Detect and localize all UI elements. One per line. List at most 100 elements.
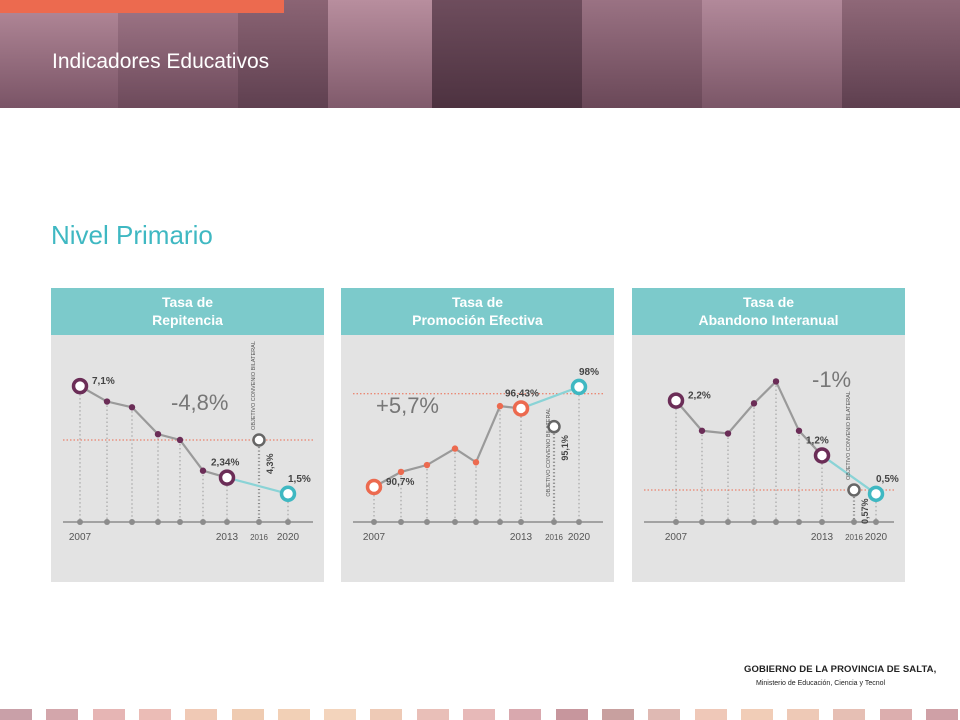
axis-dot [424, 519, 430, 525]
tick-label: 2016 [545, 533, 563, 542]
axis-dot [518, 519, 524, 525]
axis-dot [576, 519, 582, 525]
axis-dot [796, 519, 802, 525]
axis-dot [673, 519, 679, 525]
chart-panel-header: Tasa de Promoción Efectiva [341, 288, 614, 335]
data-point [795, 427, 803, 434]
stripe-square [926, 709, 958, 720]
tick-label: 2016 [845, 533, 863, 542]
end-point [570, 378, 588, 396]
end-point [867, 485, 885, 503]
header-photo-4 [328, 0, 432, 108]
tick-label: 2007 [665, 532, 688, 543]
stripe-square [601, 709, 634, 720]
data-point [698, 427, 706, 434]
label-2013: 96,43% [505, 388, 539, 399]
stripe-square [740, 709, 773, 720]
axis-dot [256, 519, 262, 525]
stripe-square [694, 709, 727, 720]
stripe-square [92, 709, 125, 720]
data-point [154, 430, 162, 438]
point-2013 [218, 469, 236, 486]
tick-label: 2016 [250, 533, 268, 542]
stripe-square [787, 709, 820, 720]
axis-dot [725, 519, 731, 525]
start-point [365, 478, 383, 496]
header-photo-3 [238, 0, 328, 108]
start-label: 90,7% [386, 477, 414, 488]
header-photo-5 [432, 0, 582, 108]
stripe-square [879, 709, 912, 720]
chart-panel-header: Tasa de Repitencia [51, 288, 324, 335]
data-point [176, 436, 184, 444]
data-point [451, 445, 459, 452]
series-line [373, 404, 522, 488]
stripe-square [509, 709, 542, 720]
axis-dot [129, 519, 135, 525]
tick-label: 2020 [568, 532, 591, 543]
stripe-square [416, 709, 449, 720]
axis-dot [224, 519, 230, 525]
header-photo-6 [582, 0, 702, 108]
footer-org: GOBIERNO DE LA PROVINCIA DE SALTA, [744, 664, 937, 675]
stripe-square [833, 709, 866, 720]
tick-label: 2013 [510, 532, 533, 543]
axis-dot [473, 519, 479, 525]
chart-title-line2: Promoción Efectiva [412, 312, 543, 328]
tick-label: 2020 [277, 532, 300, 543]
point-2013 [512, 400, 530, 417]
projection-line [821, 454, 877, 495]
axis-dot [77, 519, 83, 525]
change-label: -4,8% [171, 390, 228, 415]
axis-dot [398, 519, 404, 525]
target-note: OBJETIVO CONVENIO BILATERAL [251, 341, 257, 430]
stripe-square [370, 709, 403, 720]
stripe-square [138, 709, 171, 720]
axis-dot [200, 519, 206, 525]
axis-dot [773, 519, 779, 525]
start-point [71, 377, 89, 395]
stripe-square [0, 709, 32, 720]
data-point [199, 467, 207, 474]
target-label: 0,57% [860, 498, 870, 524]
chart-panel-abandono: Tasa de Abandono Interanual 2,2% 1,2% 0,5%… [632, 288, 905, 582]
target-point [252, 433, 266, 447]
axis-dot [155, 519, 161, 525]
projection-line [520, 385, 580, 410]
target-note: OBJETIVO CONVENIO BILATERAL [546, 408, 552, 497]
chart-title-line2: Abandono Interanual [698, 312, 839, 328]
data-point [496, 402, 504, 410]
axis-dot [751, 519, 757, 525]
axis-dot [104, 519, 110, 525]
chart-title-line2: Repitencia [152, 312, 223, 328]
start-point [667, 392, 685, 409]
chart-title-line1: Tasa de [742, 294, 795, 310]
header-photo-2 [118, 0, 238, 108]
point-2013 [813, 447, 831, 464]
target-note: OBJETIVO CONVENIO BILATERAL [846, 391, 852, 480]
change-label: -1% [812, 367, 851, 392]
section-title: Nivel Primario [51, 220, 213, 250]
footer-ministry: Ministerio de Educación, Ciencia y Tecno… [756, 680, 886, 687]
header-photo-8 [842, 0, 960, 108]
data-point [128, 404, 136, 411]
target-point [547, 419, 561, 434]
change-label: +5,7% [376, 393, 439, 418]
chart-panel-repitencia: Tasa de Repitencia 7,1% 2,34% 1,5% 4,3% OBJE… [51, 288, 324, 582]
chart-repitencia: 7,1% 2,34% 1,5% 4,3% OBJETIVO CONVENIO BILAT… [63, 341, 313, 543]
header-banner: Indicadores Educativos [0, 0, 960, 108]
end-label: 1,5% [288, 474, 311, 485]
data-point [103, 398, 111, 405]
target-label: 4,3% [265, 453, 275, 474]
stripe-square [463, 709, 495, 720]
stripe-square [648, 709, 681, 720]
end-label: 0,5% [876, 474, 899, 485]
header-photo-1 [0, 0, 118, 108]
data-point [397, 468, 405, 476]
end-point [279, 485, 297, 503]
label-2013: 1,2% [806, 435, 829, 446]
target-label: 95,1% [560, 435, 570, 461]
stripe-square [185, 709, 218, 720]
stripe-square [555, 709, 588, 720]
tick-label: 2020 [865, 532, 888, 543]
